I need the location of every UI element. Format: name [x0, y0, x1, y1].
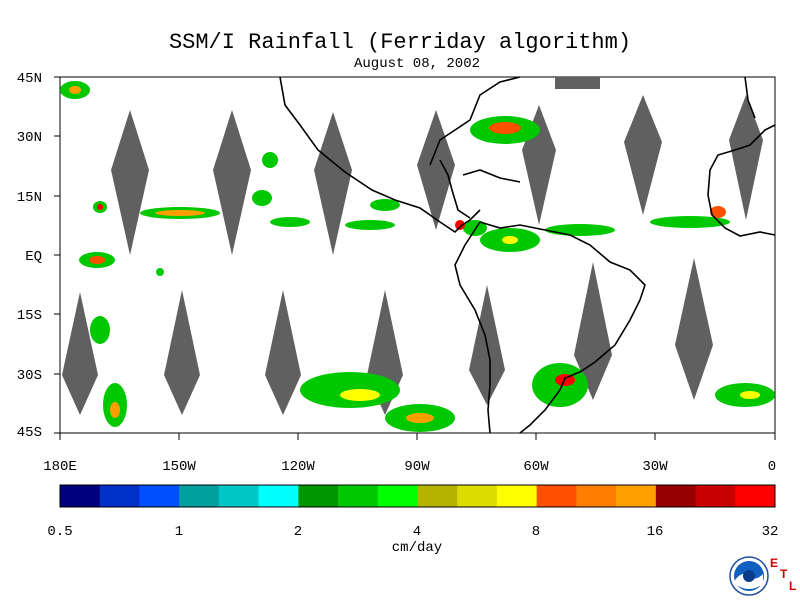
- swath-gap: [265, 290, 301, 415]
- swath-gap: [574, 262, 612, 400]
- rainfall-areas: [60, 81, 775, 432]
- colorbar-frame: [59, 484, 776, 508]
- colorbar-swatch: [60, 485, 101, 507]
- lat-label: 15N: [17, 190, 42, 206]
- lon-label: 150W: [162, 459, 196, 475]
- map-date: August 08, 2002: [353, 56, 481, 72]
- colorbar-swatch: [496, 485, 538, 507]
- swath-gap: [675, 258, 713, 400]
- swath-gap: [314, 112, 352, 255]
- lon-label: 0: [768, 459, 776, 475]
- colorbar-swatch: [139, 485, 180, 507]
- swath-gap: [729, 95, 763, 220]
- colorbar-swatch: [576, 485, 617, 507]
- lat-label: 45S: [17, 425, 42, 441]
- south-america-west-coast: [454, 221, 491, 434]
- etl-letter: L: [789, 579, 797, 593]
- colorbar-tick-label: 16: [647, 524, 664, 540]
- colorbar-swatch: [616, 485, 657, 507]
- colorbar-swatch: [338, 485, 379, 507]
- colorbar-swatch: [377, 485, 418, 507]
- coastlines: [279, 76, 776, 434]
- latitude-labels: 45N 30N 15N EQ 15S 30S 45S: [17, 71, 42, 441]
- swath-gap: [417, 110, 455, 230]
- colorbar-unit: cm/day: [391, 540, 443, 556]
- colorbar-swatch: [179, 485, 220, 507]
- map-area: [54, 76, 776, 440]
- colorbar-tick-label: 2: [294, 524, 302, 540]
- lon-label: 120W: [281, 459, 315, 475]
- longitude-labels: 180E 150W 120W 90W 60W 30W 0: [43, 459, 776, 475]
- colorbar-tick-label: 4: [413, 524, 421, 540]
- noaa-logo: [729, 556, 769, 596]
- lon-label: 90W: [404, 459, 430, 475]
- colorbar-swatch: [457, 485, 498, 507]
- lon-label: 60W: [523, 459, 549, 475]
- colorbar: [59, 484, 776, 508]
- lat-label: 30S: [17, 368, 42, 384]
- map-title: SSM/I Rainfall (Ferriday algorithm): [168, 30, 632, 55]
- swath-gap: [62, 292, 98, 415]
- swath-gap: [213, 110, 251, 255]
- colorbar-swatch: [735, 485, 776, 507]
- swath-gap: [164, 290, 200, 415]
- europe-coast: [744, 76, 756, 119]
- lon-label: 30W: [642, 459, 668, 475]
- colorbar-tick-label: 8: [532, 524, 540, 540]
- colorbar-swatch: [655, 485, 697, 507]
- colorbar-tick-label: 1: [175, 524, 183, 540]
- lat-label: 30N: [17, 130, 42, 146]
- swath-gap: [111, 110, 149, 255]
- colorbar-tick-label: 32: [762, 524, 779, 540]
- africa-west-coast: [707, 124, 776, 237]
- colorbar-tick-labels: 0.5 1 2 4 8 16 32: [47, 524, 778, 540]
- central-america-coast: [439, 159, 471, 219]
- lat-label: EQ: [25, 249, 42, 265]
- colorbar-tick-label: 0.5: [47, 524, 72, 540]
- colorbar-swatch: [218, 485, 260, 507]
- colorbar-swatch: [298, 485, 339, 507]
- etl-letter: T: [780, 567, 788, 581]
- lat-label: 15S: [17, 308, 42, 324]
- lat-label: 45N: [17, 71, 42, 87]
- south-america-east-coast: [479, 221, 646, 434]
- colorbar-swatch: [536, 485, 577, 507]
- colorbar-swatch: [417, 485, 458, 507]
- colorbar-swatch: [695, 485, 736, 507]
- swath-gap: [624, 95, 662, 215]
- colorbar-swatch: [258, 485, 299, 507]
- colorbar-swatch: [99, 485, 140, 507]
- lon-label: 180E: [43, 459, 77, 475]
- caribbean-islands: [462, 169, 521, 183]
- north-america-west-coast: [279, 76, 481, 234]
- tick-marks: [54, 76, 776, 440]
- etl-letter: E: [770, 556, 779, 570]
- swath-gap: [555, 77, 600, 89]
- north-america-east-coast: [429, 76, 521, 166]
